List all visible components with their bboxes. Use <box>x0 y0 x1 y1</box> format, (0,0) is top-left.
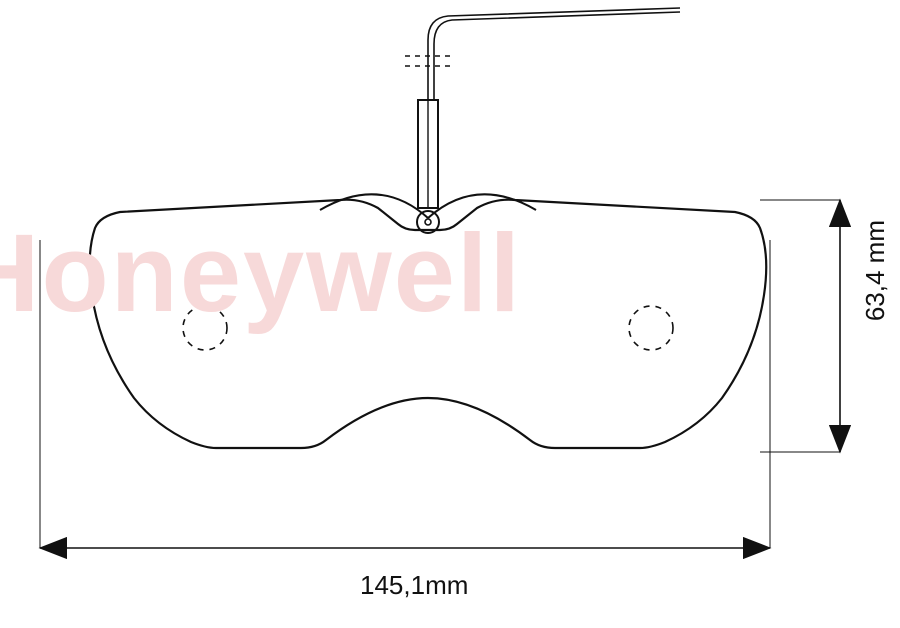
lead-wire-2 <box>434 12 680 100</box>
center-boss-inner <box>425 219 431 225</box>
right-hole <box>629 306 673 350</box>
technical-drawing <box>0 0 900 628</box>
height-dimension-label: 63,4 mm <box>860 220 891 321</box>
left-hole <box>183 306 227 350</box>
width-dimension-label: 145,1mm <box>360 570 468 601</box>
lead-wire-1 <box>428 8 680 100</box>
pad-outline <box>90 200 767 448</box>
